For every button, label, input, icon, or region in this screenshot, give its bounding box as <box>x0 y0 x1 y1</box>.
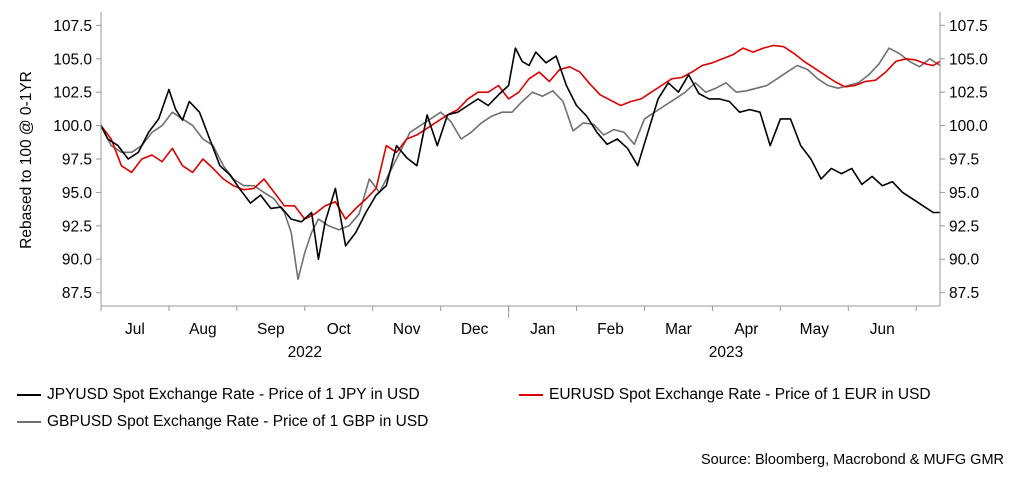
legend-item-jpyusd: JPYUSD Spot Exchange Rate - Price of 1 J… <box>17 386 420 404</box>
y-axis-label: Rebased to 100 @ 0-1YR <box>18 71 35 249</box>
y-tick-label-right: 97.5 <box>949 152 979 169</box>
x-year-label: 2023 <box>709 344 743 361</box>
tick-labels: 87.5 87.5 90.0 90.0 92.5 92.5 95.0 95.0 97.5 97.5… <box>53 18 988 361</box>
legend-label-jpyusd: JPYUSD Spot Exchange Rate - Price of 1 J… <box>47 386 420 403</box>
y-tick-label-left: 90.0 <box>62 252 93 269</box>
x-month-label: Dec <box>461 321 489 338</box>
x-month-label: May <box>800 321 830 338</box>
y-tick-label-right: 87.5 <box>949 285 979 302</box>
legend-label-eurusd: EURUSD Spot Exchange Rate - Price of 1 E… <box>549 386 931 403</box>
jpyusd-series-line <box>100 47 941 261</box>
x-month-label: Feb <box>597 321 624 338</box>
x-month-label: Jan <box>530 321 555 338</box>
y-tick-label-right: 107.5 <box>949 18 988 35</box>
legend-swatch-jpyusd <box>17 394 41 396</box>
y-tick-label-right: 90.0 <box>949 252 980 269</box>
gbpusd-series-line <box>100 47 941 281</box>
legend-item-eurusd: EURUSD Spot Exchange Rate - Price of 1 E… <box>519 386 931 404</box>
y-tick-label-right: 100.0 <box>949 118 988 135</box>
legend-swatch-eurusd <box>519 394 543 396</box>
y-tick-label-left: 97.5 <box>62 152 92 169</box>
axes <box>96 12 945 318</box>
y-tick-label-left: 105.0 <box>53 51 92 68</box>
legend-label-gbpusd: GBPUSD Spot Exchange Rate - Price of 1 G… <box>47 413 429 430</box>
legend-item-gbpusd: GBPUSD Spot Exchange Rate - Price of 1 G… <box>17 413 428 431</box>
y-tick-label-right: 95.0 <box>949 185 980 202</box>
y-tick-label-left: 100.0 <box>53 118 92 135</box>
y-tick-label-left: 95.0 <box>62 185 93 202</box>
plot-lines <box>100 44 941 281</box>
y-tick-label-left: 87.5 <box>62 285 92 302</box>
x-month-label: Mar <box>665 321 692 338</box>
y-tick-label-left: 102.5 <box>53 85 92 102</box>
x-month-label: Aug <box>189 321 217 338</box>
legend-swatch-gbpusd <box>17 421 41 423</box>
x-month-label: Jul <box>125 321 145 338</box>
x-month-label: Sep <box>257 321 285 338</box>
eurusd-series-line <box>100 44 941 220</box>
y-tick-label-right: 102.5 <box>949 85 988 102</box>
x-month-label: Jun <box>870 321 895 338</box>
y-tick-label-left: 92.5 <box>62 218 92 235</box>
x-year-label: 2022 <box>288 344 322 361</box>
y-tick-label-right: 105.0 <box>949 51 988 68</box>
source-note: Source: Bloomberg, Macrobond & MUFG GMR <box>701 452 1004 468</box>
y-tick-label-left: 107.5 <box>53 18 92 35</box>
y-tick-label-right: 92.5 <box>949 218 979 235</box>
x-month-label: Oct <box>327 321 352 338</box>
x-month-label: Nov <box>393 321 421 338</box>
x-month-label: Apr <box>734 321 758 338</box>
